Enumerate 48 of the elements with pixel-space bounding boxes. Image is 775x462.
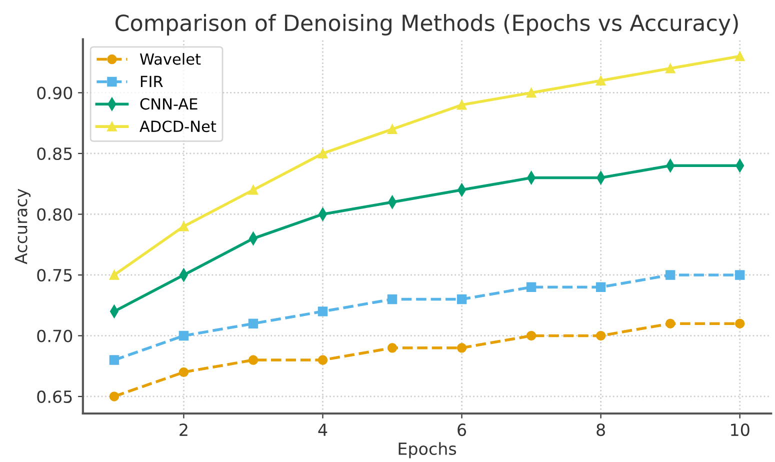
point <box>665 318 676 328</box>
x-tick-label: 8 <box>596 424 605 436</box>
point <box>596 282 606 292</box>
point <box>387 343 398 353</box>
point <box>734 318 745 328</box>
point <box>734 51 745 62</box>
point <box>526 330 536 341</box>
point <box>526 88 536 98</box>
x-tick-label: 4 <box>318 424 328 436</box>
x-tick-label: 2 <box>180 424 188 436</box>
legend-label: FIR <box>140 76 163 88</box>
point <box>665 270 676 280</box>
legend-label: ADCD-Net <box>140 120 216 132</box>
point <box>248 185 258 195</box>
y-tick-label: 0.80 <box>37 208 72 221</box>
x-axis-title: Epochs <box>398 442 456 458</box>
point <box>248 355 258 365</box>
point <box>109 270 120 280</box>
point <box>387 124 398 134</box>
y-tick-label: 0.90 <box>37 86 72 100</box>
chart-title: Comparison of Denoising Methods (Epochs vs Accuracy) <box>116 14 738 36</box>
point <box>456 294 467 304</box>
point <box>318 306 328 316</box>
point <box>734 270 745 280</box>
legend-label: Wavelet <box>140 53 201 65</box>
point <box>178 367 189 378</box>
point <box>665 64 676 74</box>
point <box>456 343 467 353</box>
point <box>109 355 120 365</box>
x-tick-label: 6 <box>458 424 466 436</box>
point <box>318 355 328 365</box>
y-tick-label: 0.65 <box>37 390 72 404</box>
point <box>456 100 467 110</box>
point <box>596 330 606 341</box>
y-tick-label: 0.70 <box>37 330 72 342</box>
point <box>596 76 606 86</box>
point <box>387 294 398 304</box>
point <box>109 392 120 402</box>
y-axis-title: Accuracy <box>14 188 31 264</box>
point <box>248 318 258 328</box>
y-tick-label: 0.85 <box>37 147 72 160</box>
point <box>178 330 189 341</box>
legend-label: CNN-AE <box>140 98 198 110</box>
x-tick-label: 10 <box>731 424 750 436</box>
point <box>526 282 536 292</box>
point <box>318 148 328 158</box>
point <box>178 222 189 232</box>
y-tick-label: 0.75 <box>37 268 72 282</box>
